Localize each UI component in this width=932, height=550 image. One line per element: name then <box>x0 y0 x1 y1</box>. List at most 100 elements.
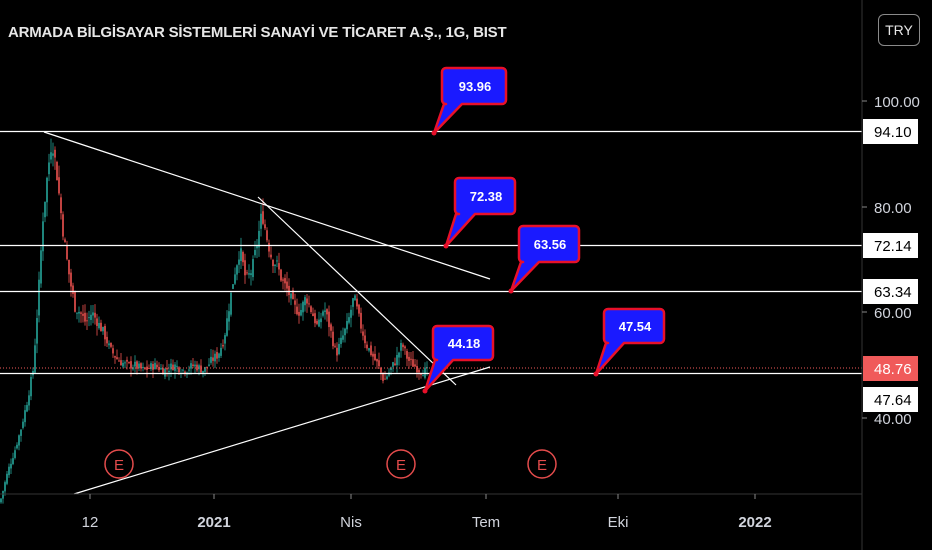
candle-body <box>142 366 144 368</box>
candle-body <box>170 363 172 370</box>
candle-body <box>368 348 370 351</box>
candle-body <box>360 312 362 329</box>
candle-body <box>64 239 66 243</box>
candle-body <box>166 367 168 370</box>
candle-body <box>162 368 164 375</box>
candle-body <box>110 343 112 347</box>
earnings-marker[interactable]: E <box>527 449 557 479</box>
y-tick-label: 100.00 <box>874 94 920 111</box>
candle-body <box>236 265 238 275</box>
candle-body <box>56 161 58 181</box>
ascending-trendline[interactable] <box>73 366 491 495</box>
candle-body <box>222 344 224 347</box>
callout-93-96[interactable]: 93.96 <box>432 66 508 135</box>
candle-body <box>182 369 184 371</box>
candle-body <box>422 375 424 377</box>
earnings-marker[interactable]: E <box>104 449 134 479</box>
candle-body <box>260 213 262 229</box>
candle-body <box>320 318 322 323</box>
candle-body <box>120 360 122 366</box>
candle-body <box>304 297 306 306</box>
candle-body <box>214 353 216 362</box>
candle-body <box>34 345 36 373</box>
candle-body <box>66 245 68 260</box>
candle-body <box>232 284 234 289</box>
candle-body <box>134 361 136 367</box>
callout-72-38[interactable]: 72.38 <box>444 176 517 248</box>
candle-body <box>252 259 254 278</box>
candle-body <box>396 354 398 366</box>
x-tick-label: 2022 <box>738 514 771 531</box>
callout-label: 47.54 <box>619 319 652 334</box>
candle-body <box>168 370 170 373</box>
candle-body <box>24 410 26 423</box>
candle-body <box>16 444 18 449</box>
price-axis[interactable]: 100.00 80.00 60.00 40.00 94.10 72.14 63.… <box>861 0 920 550</box>
candle-body <box>118 360 120 362</box>
callout-44-18[interactable]: 44.18 <box>423 324 495 393</box>
candle-body <box>156 364 158 368</box>
svg-text:72.14: 72.14 <box>874 238 912 255</box>
candle-body <box>198 365 200 370</box>
candle-body <box>100 322 102 332</box>
callout-63-56[interactable]: 63.56 <box>509 224 581 293</box>
candle-body <box>96 318 98 326</box>
earnings-marker[interactable]: E <box>386 449 416 479</box>
candle-body <box>140 363 142 369</box>
candle-body <box>240 248 242 262</box>
level-label-94: 94.10 <box>863 119 918 144</box>
candle-body <box>204 367 206 372</box>
candle-body <box>10 463 12 469</box>
candle-body <box>20 429 22 436</box>
candle-body <box>208 364 210 366</box>
candle-body <box>38 279 40 316</box>
candle-body <box>42 221 44 252</box>
candle-body <box>254 249 256 256</box>
candle-body <box>144 367 146 369</box>
candle-body <box>138 363 140 369</box>
candle-body <box>6 473 8 484</box>
candle-body <box>70 272 72 287</box>
candle-body <box>2 491 4 499</box>
candle-body <box>14 450 16 458</box>
candle-body <box>106 336 108 344</box>
candle-body <box>392 362 394 367</box>
candle-body <box>206 366 208 368</box>
candle-body <box>264 224 266 229</box>
callout-label: 63.56 <box>534 237 567 252</box>
descending-trendline-short[interactable] <box>257 196 457 386</box>
candle-body <box>26 405 28 412</box>
callout-47-54[interactable]: 47.54 <box>594 307 666 376</box>
currency-button[interactable]: TRY <box>878 14 920 46</box>
candle-body <box>192 364 194 367</box>
candle-body <box>336 347 338 356</box>
x-tick-label: Tem <box>472 514 500 531</box>
candle-body <box>424 367 426 378</box>
candle-body <box>92 312 94 316</box>
candle-body <box>80 312 82 314</box>
candle-body <box>328 311 330 328</box>
current-price-label: 48.76 <box>863 356 918 381</box>
candle-body <box>374 353 376 361</box>
candle-body <box>408 356 410 361</box>
candle-body <box>268 242 270 252</box>
candle-body <box>150 363 152 370</box>
candle-body <box>378 360 380 367</box>
candle-body <box>54 149 56 158</box>
candle-body <box>250 273 252 276</box>
candle-body <box>104 325 106 340</box>
candle-body <box>380 367 382 373</box>
candle-body <box>262 211 264 224</box>
candle-body <box>276 260 278 262</box>
candle-body <box>332 331 334 347</box>
candle-body <box>300 310 302 316</box>
candle-body <box>348 317 350 323</box>
candle-body <box>398 352 400 358</box>
candle-body <box>190 363 192 369</box>
candle-body <box>242 252 244 263</box>
candle-body <box>352 298 354 307</box>
candle-body <box>288 285 290 296</box>
time-axis[interactable]: 12 2021 Nis Tem Eki 2022 <box>0 493 862 531</box>
candle-body <box>258 230 260 248</box>
